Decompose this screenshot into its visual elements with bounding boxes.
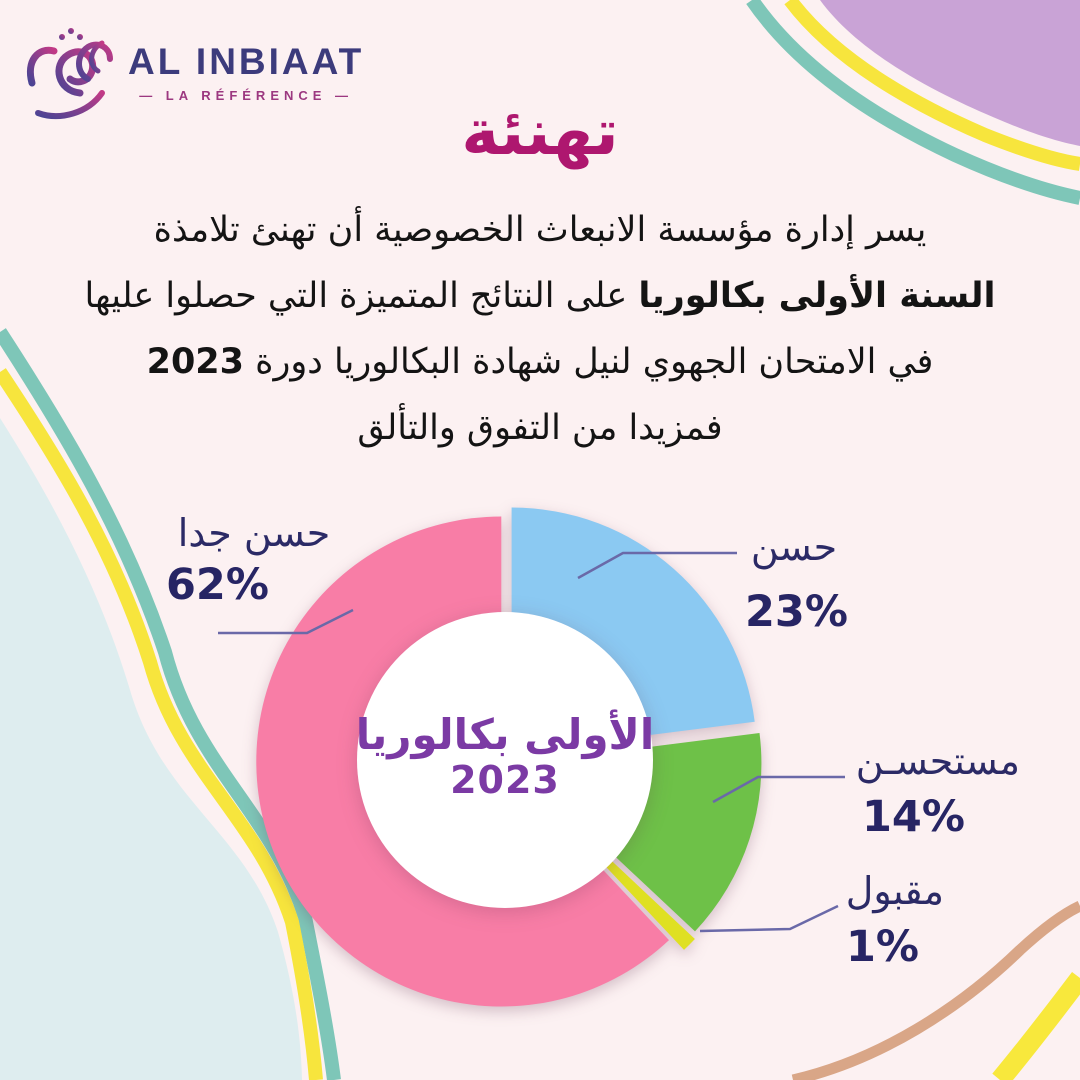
message-line-2: السنة الأولى بكالوريا على النتائج المتمي… — [84, 276, 996, 316]
logo-tagline: — LA RÉFÉRENCE — — [139, 87, 354, 103]
message-line-4: فمزيدا من التفوق والتألق — [357, 408, 723, 448]
leader-line-hasan — [577, 551, 737, 580]
bottomright-yellow-line — [992, 971, 1080, 1080]
logo-wordmark: AL INBIAAT — [128, 41, 365, 83]
pct-mustahsan: 14% — [862, 792, 965, 842]
label-hasan: حسن — [750, 525, 838, 569]
chart-center-label: الأولى بكالوريا 2023 — [355, 710, 655, 803]
chart-center-line2: 2023 — [450, 758, 560, 802]
logo-calligraphy-icon — [27, 28, 113, 120]
message-line-3: في الامتحان الجهوي لنيل شهادة البكالوريا… — [146, 342, 934, 382]
pct-hasan-jidan: 62% — [166, 560, 269, 610]
leader-line-maqbul — [699, 904, 839, 933]
left-pale-blue-blob — [0, 418, 302, 1080]
pct-hasan: 23% — [745, 587, 848, 637]
donut-hole — [357, 612, 653, 908]
label-mustahsan: مستحسـن — [855, 739, 1020, 783]
label-hasan-jidan: حسن جدا — [177, 511, 331, 555]
bottomright-tan-line — [791, 901, 1080, 1080]
label-maqbul: مقبول — [845, 869, 944, 913]
chart-center-line1: الأولى بكالوريا — [355, 710, 655, 759]
brand-logo: AL INBIAAT — LA RÉFÉRENCE — — [18, 18, 438, 128]
congratulation-message: يسر إدارة مؤسسة الانبعاث الخصوصية أن تهن… — [50, 197, 1030, 461]
topright-lilac-blob — [820, 0, 1080, 146]
left-teal-wave-line — [0, 328, 341, 1080]
message-line-1: يسر إدارة مؤسسة الانبعاث الخصوصية أن تهن… — [153, 210, 927, 250]
page-title: تهنئة — [461, 96, 619, 170]
left-yellow-wave-line — [0, 368, 323, 1080]
leader-line-hasan-jidan — [218, 608, 354, 635]
topright-teal-wave-line — [746, 0, 1080, 205]
topright-yellow-wave-line — [784, 0, 1080, 171]
pct-maqbul: 1% — [846, 922, 920, 972]
leader-line-mustahsan — [712, 775, 845, 804]
